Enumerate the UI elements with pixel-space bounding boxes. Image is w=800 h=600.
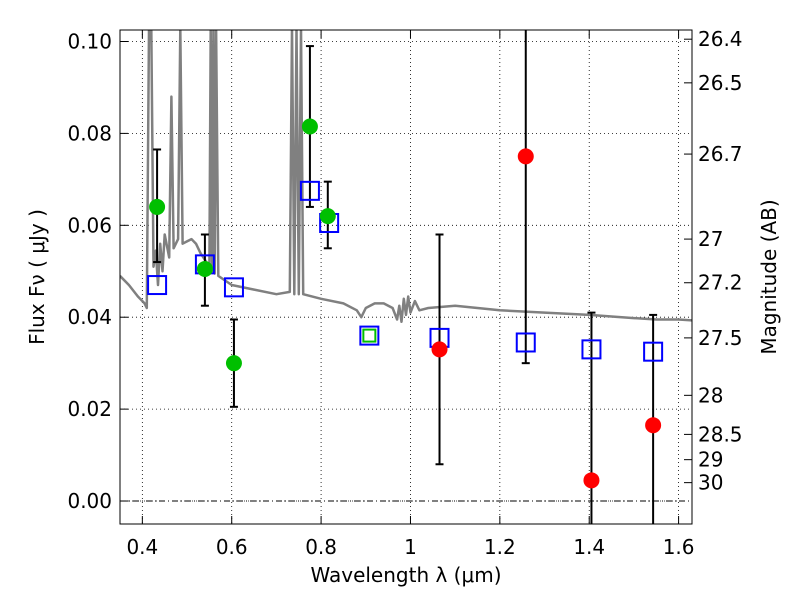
- right-tick-label: 29: [698, 448, 723, 472]
- right-tick-label: 27: [698, 227, 723, 251]
- observed-flux-point: [196, 260, 213, 277]
- y-tick-label: 0.04: [67, 305, 112, 329]
- right-tick-label: 27.2: [698, 271, 743, 295]
- axis-ticks: 0.4 0.6 0.8 1 1.2 1.4 1.6 0.00 0.02 0.04 0.06 0.08 0…: [67, 27, 742, 559]
- model-photometry-square: [515, 332, 536, 353]
- observed-flux-point: [301, 118, 318, 135]
- y-tick-label: 0.06: [67, 213, 112, 237]
- observed-flux-point: [149, 198, 166, 215]
- right-axis-label: Magnitude (AB): [757, 199, 781, 354]
- y-tick-label: 0.02: [67, 397, 112, 421]
- right-tick-label: 26.5: [698, 71, 743, 95]
- model-photometry-square: [223, 277, 244, 298]
- right-tick-label: 26.7: [698, 142, 743, 166]
- right-tick-label: 30: [698, 471, 723, 495]
- right-tick-label: 27.5: [698, 326, 743, 350]
- x-tick-label: 0.8: [305, 535, 337, 559]
- observed-flux-point: [645, 417, 662, 434]
- x-tick-label: 1: [404, 535, 417, 559]
- observed-flux-point: [583, 472, 600, 489]
- y-tick-label: 0.00: [67, 489, 112, 513]
- model-photometry-square: [299, 180, 320, 201]
- observed-flux-point: [431, 341, 448, 358]
- x-tick-label: 1.2: [484, 535, 516, 559]
- model-photometry-square: [643, 341, 664, 362]
- model-spectrum-line: [120, 30, 692, 324]
- y-tick-label: 0.10: [67, 29, 112, 53]
- model-photometry-square: [147, 275, 168, 296]
- x-tick-label: 1.6: [663, 535, 695, 559]
- x-axis-label: Wavelength λ (μm): [310, 563, 501, 587]
- right-tick-label: 28.5: [698, 422, 743, 446]
- observed-flux-markers: [149, 118, 662, 489]
- grid-lines: [120, 30, 692, 524]
- model-photometry-square: [359, 325, 380, 346]
- model-photometry-square: [581, 339, 602, 360]
- observed-flux-point: [319, 208, 336, 225]
- x-tick-label: 1.4: [573, 535, 605, 559]
- right-tick-label: 28: [698, 383, 723, 407]
- x-tick-label: 0.6: [216, 535, 248, 559]
- y-tick-label: 0.08: [67, 121, 112, 145]
- observed-flux-point: [517, 148, 534, 165]
- model-photometry-inner-square: [362, 328, 377, 343]
- observed-flux-point: [225, 355, 242, 372]
- right-tick-label: 26.4: [698, 27, 743, 51]
- plot-frame: [119, 29, 693, 525]
- y-axis-label: Flux Fν ( μJy ): [25, 209, 49, 345]
- x-tick-label: 0.4: [126, 535, 158, 559]
